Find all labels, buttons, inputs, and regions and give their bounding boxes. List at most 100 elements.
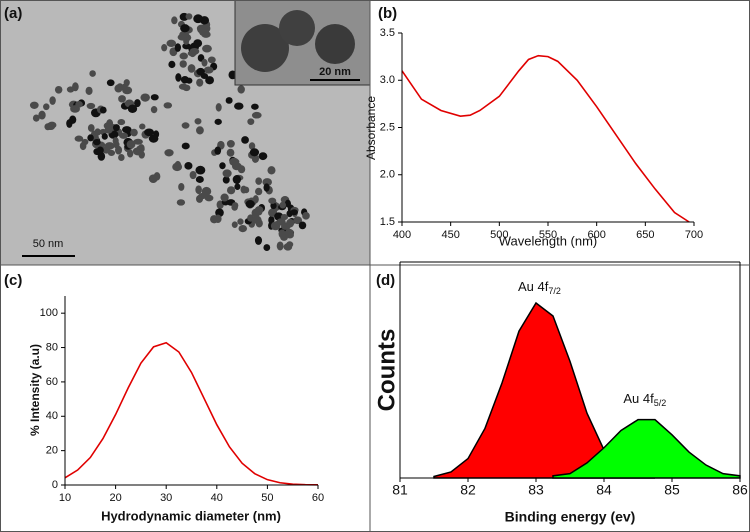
particle xyxy=(203,66,214,74)
particle xyxy=(104,126,113,134)
particle xyxy=(220,193,229,202)
particle xyxy=(231,221,238,229)
particle xyxy=(185,77,193,84)
particle xyxy=(214,214,222,224)
particle xyxy=(174,43,182,52)
particle xyxy=(121,83,128,91)
annotation: Au 4f7/2 xyxy=(518,279,561,296)
particle xyxy=(231,162,242,171)
annotation: Au 4f5/2 xyxy=(623,392,666,409)
y-tick-label: 0 xyxy=(52,479,58,491)
particle xyxy=(226,140,235,148)
annotation-sub: 5/2 xyxy=(654,399,667,409)
particle xyxy=(268,215,275,225)
particle xyxy=(153,172,161,181)
particle xyxy=(302,212,310,220)
particle xyxy=(262,178,272,187)
particle xyxy=(255,187,263,196)
particle xyxy=(255,177,263,185)
particle xyxy=(92,138,101,146)
panel-label: (c) xyxy=(4,272,22,289)
particle xyxy=(263,244,271,251)
x-axis-label: Binding energy (ev) xyxy=(505,509,636,525)
particle xyxy=(290,209,298,216)
particle xyxy=(49,96,56,105)
particle xyxy=(181,142,190,150)
scale-text: 50 nm xyxy=(33,238,64,250)
x-axis-label: Hydrodynamic diameter (nm) xyxy=(101,508,281,523)
particle xyxy=(86,102,96,110)
particle xyxy=(161,44,168,52)
y-tick-label: 1.5 xyxy=(380,216,395,228)
y-axis-label: % Intensity (a.u) xyxy=(28,344,42,436)
particle xyxy=(214,118,222,125)
particle xyxy=(178,182,185,191)
x-tick-label: 10 xyxy=(59,492,71,504)
particle xyxy=(118,153,125,162)
particle xyxy=(222,169,232,178)
particle xyxy=(263,183,270,192)
particle xyxy=(207,56,216,64)
particle xyxy=(85,86,93,96)
particle xyxy=(106,79,115,87)
particle xyxy=(180,24,190,33)
x-tick-label: 20 xyxy=(109,492,121,504)
x-tick-label: 500 xyxy=(490,229,508,241)
line xyxy=(401,54,690,223)
particle xyxy=(251,103,259,110)
particle xyxy=(171,16,178,25)
particle xyxy=(226,148,235,157)
particle xyxy=(179,52,188,60)
x-tick-label: 82 xyxy=(460,482,476,498)
particle xyxy=(164,149,174,157)
x-tick-label: 86 xyxy=(732,482,748,498)
particle xyxy=(150,106,158,114)
particle xyxy=(69,115,77,124)
particle xyxy=(133,149,142,156)
x-tick-label: 60 xyxy=(312,492,324,504)
particle xyxy=(126,140,136,149)
y-tick-label: 3.0 xyxy=(380,74,395,86)
particle xyxy=(276,241,284,251)
particle xyxy=(238,225,248,233)
y-tick-label: 100 xyxy=(40,307,58,319)
particle xyxy=(187,64,196,73)
x-tick-label: 400 xyxy=(393,229,411,241)
particle xyxy=(201,31,211,38)
particle xyxy=(254,236,263,245)
annotation-text: Au 4f xyxy=(518,279,549,294)
particle xyxy=(195,185,202,195)
particle xyxy=(176,199,186,206)
particle xyxy=(258,152,268,161)
inset-scale-text: 20 nm xyxy=(319,66,351,78)
particle xyxy=(193,39,203,48)
annotation-text: Au 4f xyxy=(623,392,654,407)
particle xyxy=(196,78,204,87)
particle xyxy=(237,85,245,94)
particle xyxy=(96,146,104,154)
particle xyxy=(172,162,183,172)
particle xyxy=(117,119,126,126)
y-tick-label: 40 xyxy=(46,410,58,422)
inset-particle xyxy=(279,10,315,46)
particle xyxy=(279,201,287,209)
x-tick-label: 50 xyxy=(261,492,273,504)
particle xyxy=(181,122,190,129)
particle xyxy=(38,110,46,120)
particle xyxy=(144,128,155,137)
particle xyxy=(195,175,204,183)
particle xyxy=(182,84,191,92)
particle xyxy=(118,95,126,103)
particle xyxy=(196,126,204,135)
particle xyxy=(87,134,94,142)
particle xyxy=(44,123,52,131)
particle xyxy=(201,58,208,67)
x-tick-label: 83 xyxy=(528,482,544,498)
particle xyxy=(189,48,196,58)
particle xyxy=(66,86,75,93)
particle xyxy=(189,170,197,180)
particle xyxy=(251,154,260,163)
x-tick-label: 85 xyxy=(664,482,680,498)
particle xyxy=(251,111,262,119)
y-tick-label: 20 xyxy=(46,445,58,457)
